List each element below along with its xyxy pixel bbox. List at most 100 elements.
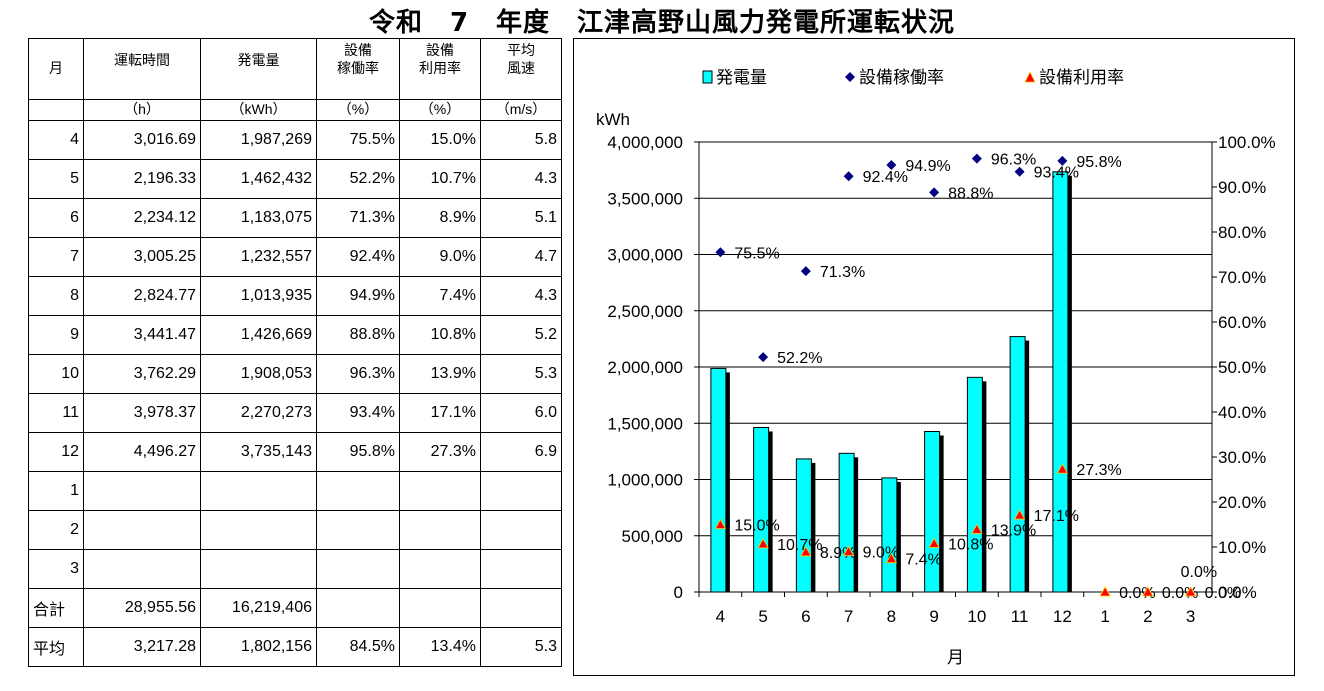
cell-availability: 88.8% [316,315,400,355]
cell-run-hours: 2,824.77 [83,276,201,316]
table-row: 6 2,234.12 1,183,075 71.3% 8.9% 5.1 [28,198,562,238]
x-tick-label: 6 [801,607,810,626]
header-run-hours: 運転時間 [83,38,201,100]
marker-series: 75.5% 52.2% 71.3% 92.4%94.9% 88.8% 96.3%93.4%… [714,152,1241,602]
x-tick-label: 4 [716,607,725,626]
cell-capacity-factor: 15.0% [399,120,481,160]
y2-tick-label: 100.0% [1218,133,1276,152]
cell-capacity-factor: 10.8% [399,315,481,355]
cell-month: 6 [28,198,84,238]
cell-run-hours [83,510,201,550]
table-row: 12 4,496.27 3,735,143 95.8% 27.3% 6.9 [28,432,562,472]
page-title: 令和 7 年度 江津高野山風力発電所運転状況 [368,8,956,38]
cell-wind-speed: 5.3 [480,627,562,667]
header-generation: 発電量 [200,38,317,100]
capacity-factor-marker [842,545,855,556]
cell-run-hours [83,549,201,589]
unit-capacity-factor: （%） [399,99,481,121]
cell-run-hours: 3,217.28 [83,627,201,667]
cell-run-hours: 3,005.25 [83,237,201,277]
cell-month: 12 [28,432,84,472]
bar [838,452,855,593]
cell-month: 11 [28,393,84,433]
cell-availability [316,510,400,550]
cell-capacity-factor: 27.3% [399,432,481,472]
cell-availability: 92.4% [316,237,400,277]
chart-frame: 75.5% 52.2% 71.3% 92.4% 94.9% 88.8% 96.3% 93.4%… [573,38,1295,676]
capacity-factor-marker [1142,586,1154,597]
capacity-factor-data-label: 10.8% [948,536,993,553]
table-row: 3 [28,549,562,589]
cell-generation: 1,802,156 [200,627,317,667]
capacity-factor-marker [971,523,983,534]
cell-availability [316,588,400,628]
y2-tick-label: 70.0% [1218,268,1266,287]
y-tick-label: 2,000,000 [607,358,683,377]
cell-wind-speed: 4.3 [480,159,562,199]
cell-availability: 52.2% [316,159,400,199]
legend-swatch-availability [845,72,855,82]
legend-swatch-generation [702,70,713,84]
unit-wind-speed: （m/s） [480,99,562,121]
capacity-factor-data-label: 27.3% [1076,462,1121,479]
chart-gridlines [699,197,1212,537]
availability-marker [843,171,854,182]
cell-wind-speed: 5.3 [480,354,562,394]
cell-capacity-factor [399,510,481,550]
y2-tick-label: 80.0% [1218,223,1266,242]
table-row: 1 [28,471,562,511]
capacity-factor-marker [800,546,812,557]
x-tick-label: 10 [967,607,986,626]
cell-month: 9 [28,315,84,355]
x-tick-label: 11 [1011,607,1029,626]
table-header-row: 月 運転時間 発電量 設備 稼働率 設備 利用率 平均 風速 [28,38,562,100]
cell-generation [200,549,317,589]
cell-wind-speed: 5.8 [480,120,562,160]
cell-generation: 2,270,273 [200,393,317,433]
cell-availability [316,549,400,589]
availability-data-label: 96.3% [991,152,1036,169]
legend: 発電量 設備稼働率 設備利用率 [702,68,1124,87]
cell-capacity-factor: 7.4% [399,276,481,316]
availability-marker [1057,155,1068,166]
table-row: 平均 3,217.28 1,802,156 84.5% 13.4% 5.3 [28,627,562,667]
cell-availability: 84.5% [316,627,400,667]
header-month: 月 [28,38,84,100]
cell-run-hours: 3,016.69 [83,120,201,160]
y2-tick-label: 60.0% [1218,313,1266,332]
capacity-factor-data-label: 0.0% [1205,585,1241,602]
capacity-factor-data-label: 10.7% [777,537,822,554]
cell-month: 10 [28,354,84,394]
x-tick-label: 8 [887,607,896,626]
table-row: 9 3,441.47 1,426,669 88.8% 10.8% 5.2 [28,315,562,355]
capacity-factor-data-label: 13.9% [991,522,1036,539]
bar [710,367,727,593]
cell-generation [200,471,317,511]
cell-generation: 1,426,669 [200,315,317,355]
cell-run-hours: 28,955.56 [83,588,201,628]
capacity-factor-data-label: 15.0% [734,518,779,535]
unit-month [28,99,84,121]
cell-generation [200,510,317,550]
x-tick-label: 1 [1100,607,1109,626]
cell-wind-speed [480,471,562,511]
cell-month: 平均 [28,627,84,667]
cell-capacity-factor: 9.0% [399,237,481,277]
cell-capacity-factor: 17.1% [399,393,481,433]
x-tick-label: 3 [1186,607,1195,626]
cell-capacity-factor [399,588,481,628]
y2-tick-label: 30.0% [1218,448,1266,467]
capacity-factor-marker [1099,586,1111,597]
bar [795,458,812,593]
unit-generation: （kWh） [200,99,317,121]
availability-marker [758,352,769,363]
y2-tick-label: 40.0% [1218,403,1266,422]
availability-marker [715,247,726,258]
y2-tick-label: 20.0% [1218,493,1266,512]
table-row: 11 3,978.37 2,270,273 93.4% 17.1% 6.0 [28,393,562,433]
table-row: 10 3,762.29 1,908,053 96.3% 13.9% 5.3 [28,354,562,394]
table-row: 4 3,016.69 1,987,269 75.5% 15.0% 5.8 [28,120,562,160]
capacity-factor-marker [757,538,769,549]
x-tick-label: 12 [1053,607,1072,626]
y-tick-label: 4,000,000 [607,133,683,152]
